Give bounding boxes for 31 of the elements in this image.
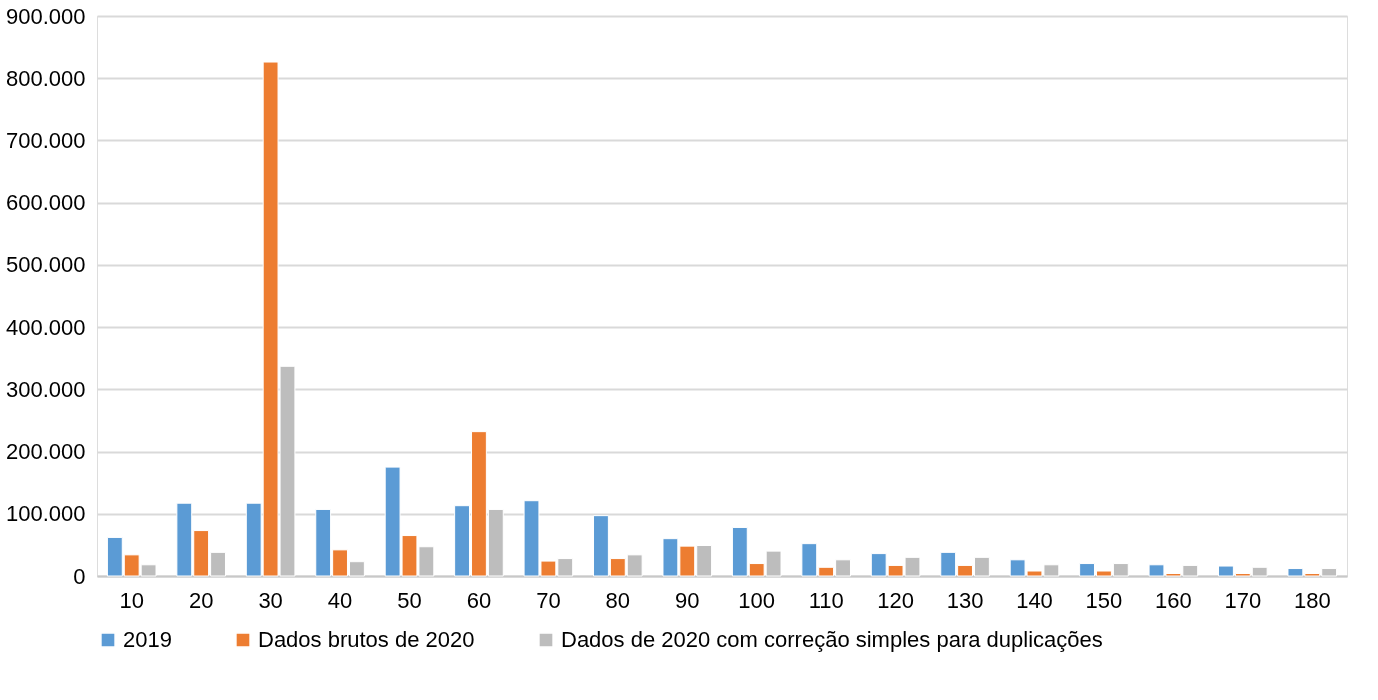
x-tick-label: 40 [327,587,353,613]
x-tick-label: 30 [258,587,283,613]
x-tick-label: 180 [1293,587,1331,613]
x-tick-label: 10 [119,587,144,613]
x-tick-label: 170 [1224,587,1262,613]
x-tick-label: 130 [946,587,984,613]
legend-label: Dados de 2020 com correção simples para duplicações [561,627,1103,652]
y-tick-label: 100.000 [5,501,86,527]
x-tick-label: 100 [738,587,776,613]
legend-label: 2019 [123,627,172,652]
y-tick-label: 400.000 [5,314,86,340]
y-tick-label: 600.000 [5,190,86,216]
x-tick-label: 120 [877,587,914,613]
x-tick-label: 80 [605,587,631,613]
x-tick-label: 140 [1016,587,1053,613]
y-tick-label: 500.000 [5,252,86,278]
y-tick-label: 0 [73,563,86,589]
y-tick-label: 300.000 [5,376,86,402]
x-tick-label: 110 [808,587,844,613]
x-tick-label: 160 [1155,587,1192,613]
y-tick-label: 200.000 [5,439,86,465]
legend-label: Dados brutos de 2020 [258,627,475,652]
x-tick-label: 20 [188,587,214,613]
x-tick-label: 50 [397,587,422,613]
x-tick-label: 150 [1085,587,1123,613]
y-tick-label: 700.000 [5,127,86,153]
x-tick-label: 60 [466,587,492,613]
x-tick-label: 90 [675,587,700,613]
y-tick-label: 800.000 [5,65,86,91]
y-tick-label: 900.000 [5,3,86,29]
x-tick-label: 70 [536,587,561,613]
